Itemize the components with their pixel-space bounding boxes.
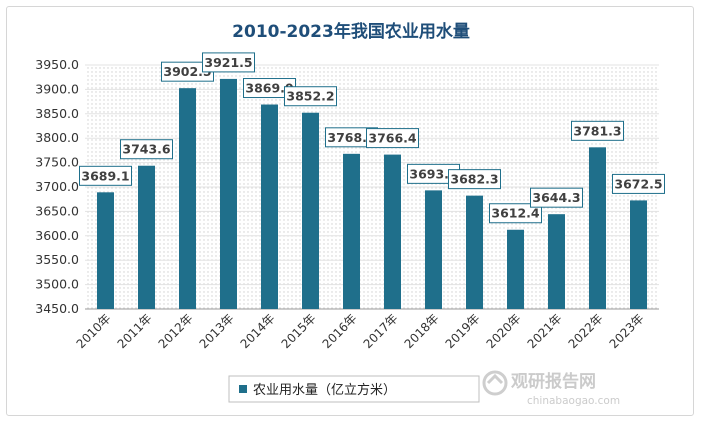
y-tick-label: 3950.0: [35, 57, 79, 72]
data-label: 3743.6: [120, 139, 173, 160]
data-label: 3768.0: [325, 127, 378, 148]
data-label: 3693.1: [407, 163, 460, 184]
x-tick-label: 2022年: [566, 311, 606, 351]
x-tick-label: 2012年: [156, 311, 196, 351]
x-tick-label: 2016年: [320, 311, 360, 351]
y-tick-label: 3500.0: [35, 277, 79, 292]
data-label-text: 3902.5: [163, 64, 211, 79]
legend-label: 农业用水量（亿立方米）: [253, 382, 396, 398]
legend-swatch: [239, 385, 247, 393]
y-tick-label: 3600.0: [35, 228, 79, 243]
data-label-box: [571, 120, 624, 141]
data-label-box: [489, 203, 542, 224]
y-axis: 3450.0 3500.0 3550.0 3600.0 3650.0 3700.0 3750…: [35, 57, 659, 316]
data-label-box: [79, 165, 132, 186]
x-tick-label: 2023年: [607, 311, 647, 351]
watermark-url: chinabaogao.com: [527, 395, 620, 407]
data-label-box: [530, 187, 583, 208]
chart-title: 2010-2023年我国农业用水量: [232, 21, 470, 42]
x-tick-label: 2021年: [525, 311, 565, 351]
x-tick-label: 2020年: [484, 311, 524, 351]
bar: [425, 190, 442, 309]
x-tick-label: 2013年: [197, 311, 237, 351]
data-label-box: [284, 86, 337, 107]
bar: [384, 154, 401, 309]
bar-chart: 2010-2023年我国农业用水量 3450.0 3500.0 3550.0 3600…: [35, 21, 665, 407]
data-label-box: [612, 173, 665, 194]
data-label: 3869.0: [243, 78, 296, 99]
legend-box: [228, 375, 480, 403]
x-tick-label: 2019年: [443, 311, 483, 351]
data-label-text: 3644.3: [532, 190, 580, 205]
data-label-text: 3781.3: [573, 123, 621, 138]
chart-frame: 2010-2023年我国农业用水量 3450.0 3500.0 3550.0 3600…: [6, 6, 694, 416]
data-label: 3781.3: [571, 120, 624, 141]
data-label-text: 3693.1: [409, 166, 457, 181]
bar: [589, 147, 606, 309]
x-tick-label: 2018年: [402, 311, 442, 351]
y-tick-label: 3700.0: [35, 179, 79, 194]
watermark-brand: 观研报告网: [510, 371, 596, 392]
data-label: 3644.3: [530, 187, 583, 208]
data-label-box: [448, 169, 501, 190]
y-tick-label: 3550.0: [35, 252, 79, 267]
bar: [548, 214, 565, 309]
data-label-box: [202, 52, 255, 73]
x-tick-label: 2014年: [238, 311, 278, 351]
bar: [302, 112, 319, 309]
data-label-text: 3852.2: [286, 89, 334, 104]
data-label-box: [366, 128, 419, 149]
bar: [466, 195, 483, 309]
bar: [97, 192, 114, 309]
data-label-text: 3682.3: [450, 172, 498, 187]
data-label: 3921.5: [202, 52, 255, 73]
y-tick-label: 3900.0: [35, 81, 79, 96]
bar: [261, 104, 278, 309]
y-tick-label: 3750.0: [35, 155, 79, 170]
bar: [630, 200, 647, 309]
bar: [343, 153, 360, 309]
data-label-text: 3672.5: [614, 176, 662, 191]
y-tick-label: 3800.0: [35, 130, 79, 145]
x-tick-label: 2011年: [115, 311, 155, 351]
y-tick-label: 3450.0: [35, 301, 79, 316]
data-label: 3766.4: [366, 128, 419, 149]
legend: 农业用水量（亿立方米）: [228, 375, 480, 403]
bar: [507, 229, 524, 309]
bar: [220, 78, 237, 310]
bar: [138, 165, 155, 309]
data-label-text: 3766.4: [368, 131, 417, 146]
data-label-text: 3689.1: [81, 168, 129, 183]
bar: [179, 88, 196, 310]
data-label-text: 3921.5: [204, 55, 252, 70]
x-axis: 2010年 2011年 2012年 2013年 2014年 2015年 2016年 2017年…: [74, 311, 647, 351]
data-label-text: 3612.4: [491, 206, 540, 221]
watermark-logo-icon: [482, 370, 508, 396]
data-label: 3852.2: [284, 86, 337, 107]
x-tick-label: 2017年: [361, 311, 401, 351]
data-label: 3689.1: [79, 165, 132, 186]
data-label: 3612.4: [489, 203, 542, 224]
data-label: 3682.3: [448, 169, 501, 190]
data-label-text: 3743.6: [122, 142, 171, 157]
bar-series: [97, 78, 647, 310]
watermark: 观研报告网 chinabaogao.com: [482, 370, 620, 407]
x-tick-label: 2015年: [279, 311, 319, 351]
y-tick-label: 3650.0: [35, 203, 79, 218]
x-tick-label: 2010年: [74, 311, 114, 351]
y-tick-label: 3850.0: [35, 106, 79, 121]
data-label-box: [120, 139, 173, 160]
data-label-text: 3768.0: [327, 130, 376, 145]
data-label: 3672.5: [612, 173, 665, 194]
data-label-text: 3869.0: [245, 81, 294, 96]
